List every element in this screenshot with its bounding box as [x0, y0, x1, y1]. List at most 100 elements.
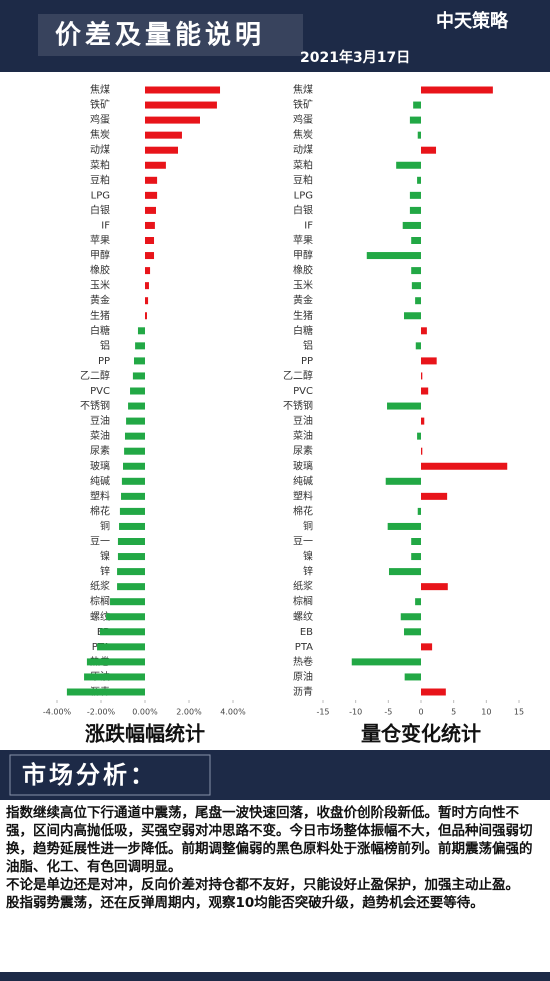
- bar: [145, 86, 221, 94]
- bar: [145, 131, 182, 139]
- category-label: 菜油: [90, 429, 110, 442]
- bar: [137, 327, 145, 335]
- bar: [117, 568, 145, 576]
- category-label: 白糖: [293, 324, 313, 337]
- category-label: 纸浆: [90, 580, 110, 593]
- bar: [134, 357, 145, 365]
- bar: [409, 206, 421, 214]
- bar: [387, 522, 421, 530]
- category-label: 豆一: [293, 536, 313, 548]
- category-label: LPG: [294, 190, 313, 201]
- category-label: 豆粕: [293, 173, 313, 186]
- category-label: 菜油: [293, 429, 313, 442]
- bar: [409, 191, 421, 199]
- category-label: 菜粕: [293, 158, 313, 171]
- bar: [110, 598, 145, 606]
- category-label: 铁矿: [293, 98, 313, 111]
- bar: [404, 628, 421, 636]
- category-label: 豆一: [90, 536, 110, 548]
- bar: [145, 101, 217, 109]
- bar: [145, 191, 158, 199]
- category-label: 豆粕: [90, 173, 110, 186]
- category-label: 动煤: [293, 143, 313, 156]
- bar: [117, 553, 145, 561]
- category-label: PTA: [295, 642, 313, 653]
- bar: [124, 432, 145, 440]
- bar: [421, 688, 446, 696]
- x-tick-label: -4.00%: [43, 708, 72, 717]
- category-label: 鸡蛋: [90, 113, 110, 126]
- bar: [421, 583, 448, 591]
- bar: [404, 673, 421, 681]
- bar: [145, 116, 200, 124]
- x-tick-label: -5: [384, 708, 392, 717]
- bar: [97, 643, 145, 651]
- bar: [145, 146, 178, 154]
- bar: [145, 267, 151, 275]
- category-label: 苹果: [293, 234, 313, 247]
- category-label: 焦煤: [293, 83, 313, 96]
- category-label: PP: [301, 356, 313, 367]
- category-label: 沥青: [293, 685, 313, 698]
- analysis-paragraph: 不论是单边还是对冲，反向价差对持仓都不友好，只能设好止盈保护，加强主动止盈。: [6, 877, 519, 893]
- bar: [415, 598, 421, 606]
- category-label: 乙二醇: [283, 369, 313, 382]
- bar: [411, 538, 421, 545]
- category-label: 螺纹: [293, 610, 313, 623]
- bar: [421, 417, 425, 425]
- x-tick-label: 0: [418, 708, 423, 717]
- bar: [421, 462, 508, 470]
- category-label: 铁矿: [90, 98, 110, 111]
- bar: [409, 116, 421, 124]
- x-tick-label: 5: [451, 708, 456, 717]
- bar: [123, 462, 145, 470]
- bar: [413, 101, 421, 109]
- bar: [121, 477, 145, 485]
- category-label: IF: [101, 220, 110, 231]
- bar: [421, 492, 448, 500]
- bar: [388, 568, 421, 576]
- category-label: 甲醇: [293, 249, 313, 262]
- bar: [119, 507, 145, 515]
- bar: [130, 387, 145, 395]
- category-label: EB: [300, 627, 313, 638]
- bar: [421, 86, 493, 94]
- bar: [84, 673, 145, 681]
- category-label: 玉米: [90, 279, 110, 292]
- bar: [417, 131, 421, 139]
- category-label: LPG: [91, 190, 110, 201]
- bar: [421, 327, 427, 335]
- bar: [385, 477, 421, 485]
- bar: [421, 387, 429, 395]
- bar: [411, 267, 421, 275]
- category-label: 橡胶: [293, 264, 313, 277]
- bar: [417, 176, 421, 184]
- bar: [106, 613, 145, 621]
- category-label: 镍: [303, 550, 313, 563]
- category-label: IF: [304, 220, 313, 231]
- bar: [145, 221, 155, 229]
- bar: [145, 161, 166, 169]
- category-label: 不锈钢: [283, 399, 313, 412]
- category-label: 黄金: [90, 294, 110, 307]
- category-label: 玉米: [293, 279, 313, 292]
- category-label: 尿素: [90, 444, 110, 457]
- x-tick-label: 4.00%: [220, 708, 246, 717]
- bar: [126, 417, 145, 425]
- bar: [421, 357, 437, 365]
- bar: [145, 206, 156, 214]
- chart-panel: 价差及量能说明 2021年3月17日 中天策略 市场分析： -4.00% -2.0…: [0, 10, 550, 800]
- bar: [411, 237, 421, 244]
- category-label: 镍: [100, 550, 110, 563]
- chart-caption: 量仓变化统计: [361, 722, 481, 746]
- category-label: 白银: [293, 203, 313, 216]
- bar: [124, 447, 145, 455]
- x-tick-label: -10: [349, 708, 362, 717]
- bar: [411, 553, 421, 561]
- section-band: [0, 750, 550, 800]
- category-label: PP: [98, 356, 110, 367]
- bar: [145, 282, 149, 290]
- category-label: 焦炭: [293, 128, 313, 141]
- bar: [417, 507, 421, 515]
